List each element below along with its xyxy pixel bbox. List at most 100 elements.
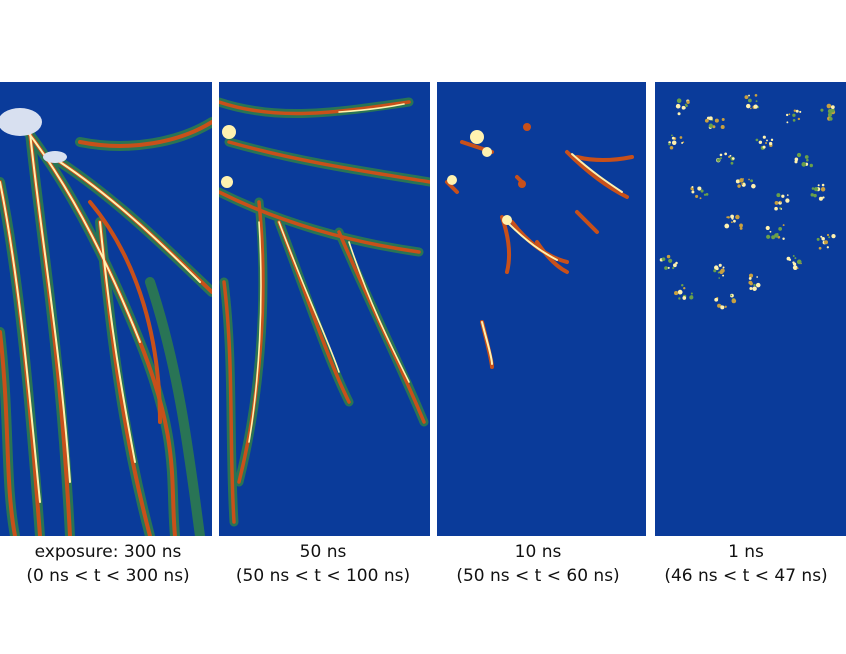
speckle-dot	[712, 125, 716, 129]
speckle-dot	[730, 221, 733, 224]
speckle-dot	[769, 230, 772, 233]
speckle-dot	[748, 178, 750, 181]
speckle-dot	[816, 237, 820, 241]
speckle-dot	[675, 261, 678, 265]
speckle-dot	[666, 254, 671, 259]
speckle-dot	[823, 240, 828, 245]
speckle-dot	[668, 141, 671, 144]
caption-panel-2: 50 ns (50 ns < t < 100 ns)	[216, 540, 430, 588]
speckle-dot	[664, 266, 668, 270]
speckle-dot	[715, 267, 719, 271]
speckle-dot	[779, 200, 782, 203]
speckle-dot	[818, 246, 822, 250]
speckle-dot	[726, 216, 729, 219]
speckle-dot	[668, 143, 671, 146]
speckle-dot	[771, 235, 776, 240]
speckle-dot	[780, 208, 783, 210]
speckle-dot	[719, 157, 722, 160]
speckle-dot	[674, 291, 679, 296]
speckle-dot	[691, 185, 694, 189]
speckle-dot	[820, 108, 824, 112]
speckle-dot	[792, 119, 796, 122]
speckle-dot	[821, 237, 825, 241]
speckle-dot	[788, 113, 791, 116]
speckle-dot	[810, 193, 814, 197]
speckle-dot	[795, 157, 798, 160]
speckle-dot	[730, 161, 734, 165]
speckle-dot	[669, 145, 674, 150]
speckle-dot	[830, 105, 835, 110]
speckle-dot	[826, 233, 830, 237]
speckle-dot	[729, 154, 732, 157]
speckle-dot	[671, 134, 673, 137]
speckle-dot	[731, 298, 737, 304]
speckle-dot	[699, 197, 702, 200]
speckle-dot	[778, 227, 783, 231]
speckle-dot	[827, 112, 833, 117]
speckle-dot	[796, 152, 802, 158]
speckle-dot	[668, 258, 673, 263]
speckle-dot	[796, 259, 802, 265]
caption-time-range: (50 ns < t < 60 ns)	[456, 566, 620, 586]
speckle-dot	[683, 287, 686, 290]
speckle-dot	[681, 142, 684, 144]
speckle-dot	[737, 184, 741, 188]
speckle-dot	[776, 193, 781, 198]
speckle-dot	[661, 257, 666, 261]
caption-panel-1: exposure: 300 ns (0 ns < t < 300 ns)	[0, 540, 216, 588]
speckle-dot	[703, 193, 707, 196]
speckle-dot	[818, 196, 823, 201]
speckle-dot	[795, 109, 799, 113]
speckle-dot	[755, 100, 758, 103]
speckle-dot	[753, 104, 758, 109]
speckle-dot	[677, 112, 681, 116]
speckle-dot	[786, 121, 789, 124]
speckle-dot	[731, 157, 735, 160]
speckle-dot	[813, 193, 817, 198]
caption-panel-4: 1 ns (46 ns < t < 47 ns)	[646, 540, 846, 588]
speckle-dot	[792, 254, 795, 257]
speckle-dot	[747, 98, 752, 103]
speckle-dot	[828, 236, 831, 239]
streamer-image-10ns	[437, 82, 646, 536]
speckle-dot	[770, 138, 774, 142]
speckle-dot	[675, 103, 681, 109]
speckle-dot	[700, 189, 704, 193]
caption-exposure-label: exposure: 300 ns	[34, 542, 182, 562]
speckle-dot	[671, 140, 677, 145]
speckle-dot	[717, 271, 720, 274]
streamer-pattern-1ns	[659, 94, 836, 310]
caption-time-range: (46 ns < t < 47 ns)	[664, 566, 828, 586]
speckle-dot	[720, 125, 725, 130]
speckle-dot	[774, 200, 779, 205]
speckle-dot	[718, 277, 721, 279]
speckle-dot	[722, 274, 725, 277]
speckle-dot	[730, 294, 733, 297]
speckle-dot	[765, 225, 770, 231]
speckle-dot	[708, 123, 714, 128]
speckle-dot	[782, 224, 785, 227]
speckle-dot	[754, 94, 758, 97]
speckle-dot	[768, 141, 773, 146]
speckle-dot	[714, 297, 719, 302]
speckle-dot	[755, 282, 761, 288]
speckle-dot	[822, 196, 825, 199]
speckle-dot	[749, 273, 754, 278]
speckle-dot	[733, 219, 736, 223]
caption-panel-3: 10 ns (50 ns < t < 60 ns)	[430, 540, 646, 588]
speckle-dot	[717, 303, 722, 308]
speckle-dot	[716, 158, 721, 162]
speckle-dot	[806, 158, 809, 162]
speckle-dot	[782, 237, 785, 240]
speckle-dot	[792, 265, 798, 271]
speckle-dot	[794, 257, 797, 260]
speckle-dot	[781, 194, 785, 198]
speckle-dot	[766, 234, 771, 239]
speckle-dot	[755, 138, 759, 142]
streamer-image-50ns	[219, 82, 430, 536]
speckle-dot	[678, 297, 681, 300]
speckle-dot	[766, 139, 768, 142]
speckle-dot	[752, 286, 757, 291]
speckle-dot	[676, 98, 682, 104]
speckle-dot	[724, 305, 727, 309]
